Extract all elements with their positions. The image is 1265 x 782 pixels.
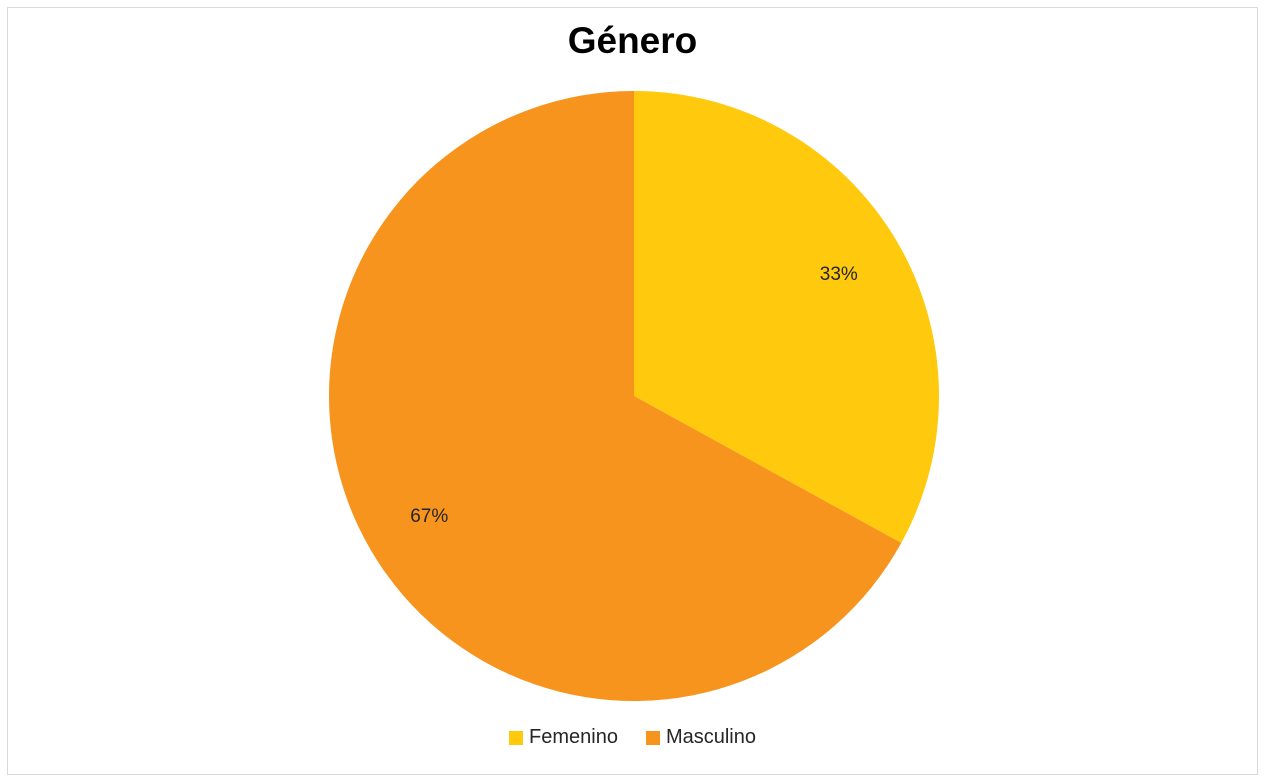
pie-slice-masculino <box>329 91 902 701</box>
data-label-femenino: 33% <box>820 264 858 285</box>
chart-title: Género <box>567 20 698 61</box>
data-label-masculino: 67% <box>410 506 448 527</box>
legend-swatch-masculino <box>645 730 660 745</box>
pie-slice-femenino <box>634 91 940 543</box>
legend-item-femenino: Femenino <box>509 726 618 749</box>
legend-swatch-femenino <box>509 730 523 745</box>
legend-label-femenino: Femenino <box>529 726 618 748</box>
legend: Femenino Masculino <box>0 726 1265 749</box>
legend-label-masculino: Masculino <box>665 726 756 748</box>
legend-item-masculino: Masculino <box>645 726 756 749</box>
